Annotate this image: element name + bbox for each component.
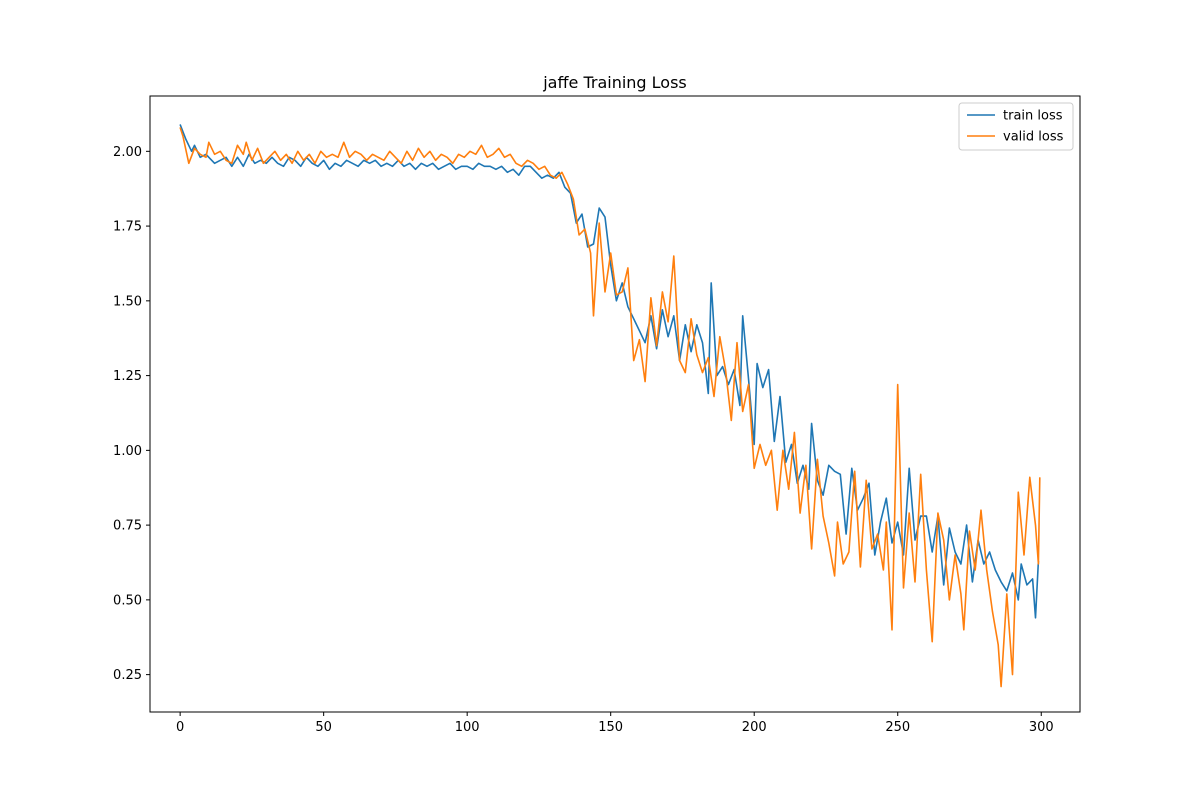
x-tick-label: 100 [455,720,480,735]
x-tick-label: 200 [742,720,767,735]
legend-label: train loss [1003,109,1063,124]
y-tick-label: 0.75 [113,519,142,534]
series-line-train-loss [179,124,1040,619]
chart-title: jaffe Training Loss [542,73,687,92]
legend-label: valid loss [1003,130,1064,145]
x-tick-label: 0 [176,720,184,735]
x-tick-label: 150 [598,720,623,735]
y-tick-label: 0.25 [113,668,142,683]
x-axis: 0 50 100 150 200 250 300 [176,712,1054,735]
y-tick-label: 1.25 [113,369,142,384]
y-tick-label: 2.00 [113,145,142,160]
y-axis: 0.25 0.50 0.75 1.00 1.25 1.50 1.75 2.00 [113,145,150,683]
plot-area [149,95,1081,713]
plot-frame [149,95,1081,713]
x-tick-label: 300 [1029,720,1054,735]
x-tick-label: 250 [885,720,910,735]
y-tick-label: 0.50 [113,593,142,608]
y-tick-label: 1.50 [113,294,142,309]
x-tick-label: 50 [315,720,332,735]
series-line-valid-loss [179,127,1041,688]
y-tick-label: 1.00 [113,444,142,459]
legend: train loss valid loss [958,102,1074,151]
y-tick-label: 1.75 [113,220,142,235]
